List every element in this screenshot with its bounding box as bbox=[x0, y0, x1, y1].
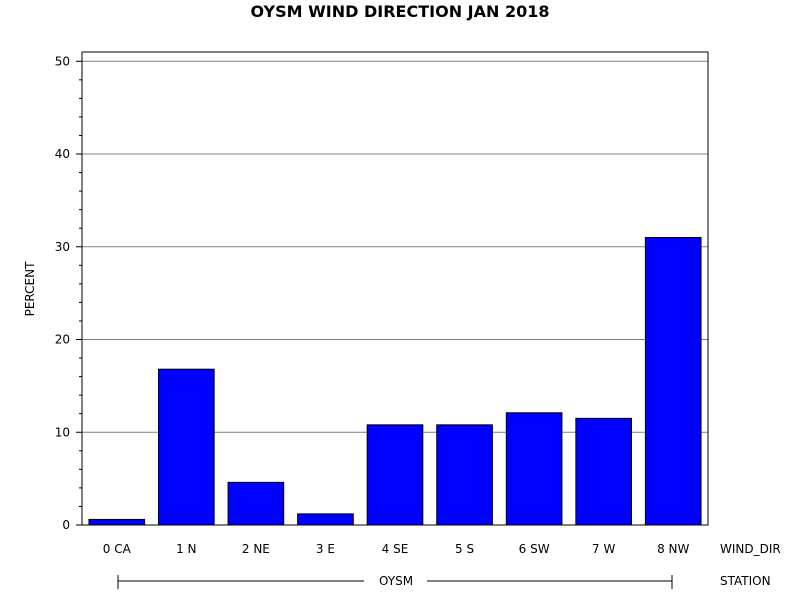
x-tick-label: 3 E bbox=[316, 542, 335, 556]
bar bbox=[436, 424, 493, 526]
x-tick-label: 4 SE bbox=[382, 542, 409, 556]
y-tick-label: 20 bbox=[55, 333, 70, 347]
x-tick-label: 5 S bbox=[455, 542, 474, 556]
bar bbox=[158, 368, 215, 526]
y-tick-label: 50 bbox=[55, 54, 70, 68]
bar bbox=[575, 417, 632, 526]
bar bbox=[297, 513, 354, 526]
bar bbox=[88, 518, 146, 526]
y-axis: 0 10 20 30 40 50 bbox=[55, 54, 82, 532]
bars bbox=[88, 236, 702, 526]
y-axis-title: PERCENT bbox=[23, 261, 37, 316]
bar bbox=[505, 412, 563, 526]
plot-area-frame bbox=[81, 51, 709, 526]
group-label: OYSM bbox=[379, 574, 413, 588]
y-tick-label: 10 bbox=[55, 425, 70, 439]
x-tick-label: 1 N bbox=[176, 542, 196, 556]
x-axis-title: WIND_DIR bbox=[720, 542, 781, 556]
x-tick-label: 8 NW bbox=[657, 542, 689, 556]
x-axis: 0 CA 1 N 2 NE 3 E 4 SE 5 S 6 SW 7 W 8 NW bbox=[103, 542, 690, 556]
x-tick-label: 0 CA bbox=[103, 542, 132, 556]
y-tick-label: 40 bbox=[55, 147, 70, 161]
x-tick-label: 2 NE bbox=[242, 542, 270, 556]
y-tick-label: 0 bbox=[62, 518, 70, 532]
bar bbox=[227, 481, 285, 526]
chart-title: OYSM WIND DIRECTION JAN 2018 bbox=[251, 2, 550, 21]
x-tick-label: 7 W bbox=[592, 542, 615, 556]
y-tick-label: 30 bbox=[55, 240, 70, 254]
group-axis-title: STATION bbox=[720, 574, 771, 588]
x-tick-label: 6 SW bbox=[519, 542, 550, 556]
bar bbox=[644, 236, 702, 526]
bar bbox=[366, 424, 424, 526]
station-group-axis: OYSM bbox=[117, 574, 673, 589]
